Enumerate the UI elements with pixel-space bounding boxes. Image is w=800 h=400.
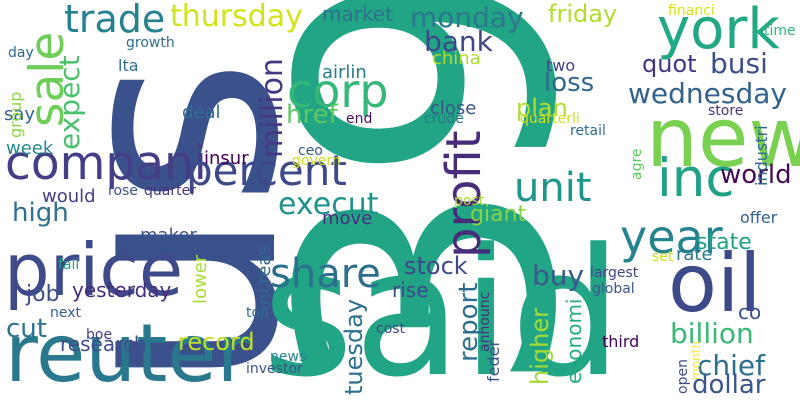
word-post: post bbox=[454, 193, 485, 209]
word-share: share bbox=[270, 251, 381, 297]
word-quot: quot bbox=[642, 50, 697, 78]
word-govern: govern bbox=[292, 153, 341, 169]
word-giant: giant bbox=[470, 202, 527, 227]
word-third: third bbox=[602, 332, 640, 351]
word-rose: rose bbox=[108, 183, 138, 199]
word-new: new bbox=[646, 91, 800, 186]
word-execut: execut bbox=[278, 187, 379, 222]
word-time: time bbox=[764, 23, 796, 39]
word-two: two bbox=[546, 56, 576, 75]
word-investor: investor bbox=[246, 361, 303, 377]
word-compani: compani bbox=[5, 136, 207, 191]
word-day: day bbox=[8, 45, 34, 61]
word-world: world bbox=[720, 160, 792, 190]
word-higher: higher bbox=[526, 308, 554, 385]
word-expect: expect bbox=[53, 55, 86, 150]
word-increas: increas bbox=[254, 245, 275, 310]
word-week: week bbox=[6, 138, 54, 159]
word-price: price bbox=[4, 228, 184, 312]
word-news: news bbox=[270, 349, 307, 365]
word-fall: fall bbox=[58, 257, 80, 273]
word-open: open bbox=[675, 359, 691, 394]
word-wednesday: wednesday bbox=[628, 77, 787, 110]
word-end: end bbox=[346, 111, 373, 127]
word-stock: stock bbox=[404, 252, 468, 280]
word-growth: growth bbox=[126, 35, 175, 51]
word-plan: plan bbox=[516, 94, 568, 122]
word-dollar: dollar bbox=[692, 370, 766, 400]
word-reuter: reuter bbox=[5, 307, 250, 400]
word-would: would bbox=[42, 186, 96, 207]
word-job: job bbox=[26, 282, 60, 307]
word-busi: busi bbox=[710, 47, 768, 80]
word-say: say bbox=[4, 104, 36, 125]
word-set: set bbox=[652, 249, 674, 265]
word-offer: offer bbox=[740, 208, 778, 227]
word-chief: chief bbox=[697, 349, 766, 382]
word-global: global bbox=[592, 281, 635, 297]
word-tuesday: tuesday bbox=[340, 298, 368, 395]
word-rise: rise bbox=[392, 278, 429, 302]
word-billion: billion bbox=[670, 317, 754, 350]
word-research: research bbox=[60, 332, 147, 356]
word-retail: retail bbox=[570, 123, 606, 139]
word-quarterli: quarterli bbox=[520, 111, 580, 127]
word-agre: agre bbox=[629, 148, 645, 180]
word-ceo: ceo bbox=[298, 143, 323, 159]
word-co: co bbox=[738, 300, 762, 324]
word-financi: financi bbox=[668, 3, 715, 19]
word-insur: insur bbox=[204, 148, 249, 169]
word-crude: crude bbox=[424, 111, 464, 127]
word-inc: inc bbox=[657, 148, 735, 209]
word-corp: corp bbox=[287, 64, 389, 118]
word-unit: unit bbox=[514, 165, 592, 211]
word-state: state bbox=[696, 230, 752, 255]
word-bank: bank bbox=[424, 25, 493, 58]
word-quarter: quarter bbox=[144, 183, 196, 199]
word-economi: economi bbox=[562, 298, 586, 385]
word-boe: boe bbox=[86, 327, 113, 343]
word-close: close bbox=[430, 98, 477, 119]
word-store: store bbox=[708, 103, 744, 119]
word-airlin: airlin bbox=[322, 62, 367, 83]
word-month: month bbox=[689, 341, 703, 380]
word-next: next bbox=[50, 305, 82, 321]
word-deal: deal bbox=[182, 102, 221, 123]
word-move: move bbox=[322, 208, 373, 229]
word-href: href bbox=[286, 100, 338, 130]
word-largest: largest bbox=[590, 265, 639, 281]
word-china: china bbox=[432, 48, 481, 69]
word-lta: lta bbox=[118, 56, 139, 75]
word-feder: feder bbox=[484, 339, 503, 382]
word-high: high bbox=[12, 198, 69, 228]
word-million: million bbox=[255, 58, 290, 158]
word-record: record bbox=[178, 328, 255, 356]
word-maker: maker bbox=[140, 225, 197, 246]
word-monday: monday bbox=[410, 1, 524, 34]
word-trade: trade bbox=[64, 0, 166, 41]
word-top: top bbox=[246, 305, 269, 321]
word-said: said bbox=[262, 211, 623, 400]
word-industri: industri bbox=[752, 125, 771, 186]
word-group: group bbox=[6, 91, 25, 138]
word-market: market bbox=[322, 2, 393, 26]
word-buy: buy bbox=[532, 259, 585, 292]
word-yesterday: yesterday bbox=[72, 278, 172, 302]
word-cut: cut bbox=[6, 314, 47, 344]
word-york: york bbox=[657, 0, 780, 62]
word-year: year bbox=[620, 210, 723, 264]
word-loss: loss bbox=[544, 68, 595, 98]
word-lower: lower bbox=[190, 254, 211, 304]
word-thursday: thursday bbox=[170, 0, 303, 34]
word-friday: friday bbox=[548, 0, 618, 28]
word-oil: oil bbox=[668, 237, 762, 330]
word-percent: percent bbox=[186, 146, 347, 195]
word-rate: rate bbox=[676, 244, 713, 265]
word-cost: cost bbox=[376, 321, 406, 337]
